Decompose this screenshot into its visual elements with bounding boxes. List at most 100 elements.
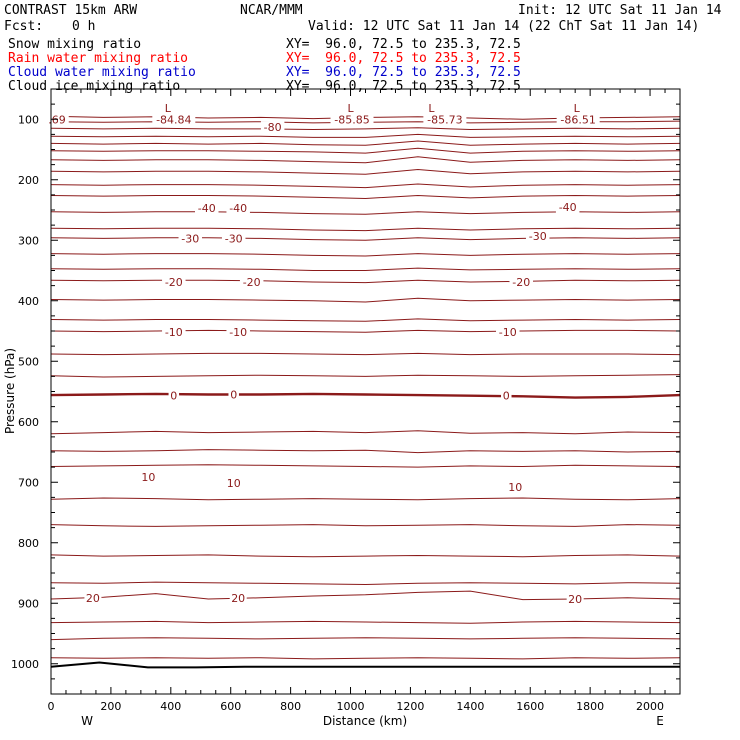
contour-label: -85.85: [334, 113, 369, 126]
contour-line: [50, 183, 681, 189]
contour-label-background: [152, 113, 196, 126]
x-tick-label: 800: [280, 700, 301, 713]
field-label-rain: Rain water mixing ratio: [8, 51, 189, 66]
field-label-cloud-water: Cloud water mixing ratio: [8, 65, 196, 80]
field-label-snow: Snow mixing ratio: [8, 37, 142, 52]
field-xy-cloud-water: XY= 96.0, 72.5 to 235.3, 72.5: [286, 65, 521, 80]
contour-label: -30: [181, 232, 199, 245]
x-tick-label: 0: [48, 700, 55, 713]
x-tick-label: 1400: [456, 700, 484, 713]
contour-label-background: [525, 230, 550, 243]
contour-label-background: [168, 389, 180, 402]
contour-label-background: [195, 202, 219, 215]
contour-label-background: [555, 200, 580, 213]
contour-label-background: [260, 121, 285, 134]
field-label-cloud-ice: Cloud ice mixing ratio: [8, 79, 181, 94]
contour-line: [50, 127, 681, 131]
x-tick-label: 1800: [576, 700, 604, 713]
contour-label-background: [566, 593, 584, 606]
contour-line: [50, 449, 681, 454]
contour-label-background: [84, 591, 102, 604]
y-tick-label: 400: [18, 295, 39, 308]
contour-line: [50, 464, 681, 468]
y-tick-label: 1000: [11, 658, 39, 671]
contour-label-background: [506, 481, 524, 494]
plot-frame: [50, 88, 681, 695]
contour-label: -30: [225, 232, 243, 245]
contour-line: [50, 194, 681, 200]
low-marker: L: [165, 102, 172, 115]
contour-label-background: [423, 113, 467, 126]
contour-label: -86.51: [560, 113, 595, 126]
contour-label: 20: [568, 593, 582, 606]
contour-label: -40: [559, 201, 577, 214]
contour-label: 0: [170, 390, 177, 403]
contour-label-background: [556, 113, 600, 126]
low-marker: L: [347, 102, 354, 115]
x-tick-label: 200: [100, 700, 121, 713]
contour-label-background: [226, 202, 250, 215]
x-tick-label: 600: [220, 700, 241, 713]
y-tick-label: 500: [18, 355, 39, 368]
contour-label: -84.84: [156, 113, 191, 126]
contour-line: [50, 524, 681, 527]
contour-line: [50, 497, 681, 501]
contour-label: 10: [508, 481, 522, 494]
contour-label: -20: [243, 276, 261, 289]
contour-label: -20: [512, 276, 530, 289]
x-tick-label: 1000: [337, 700, 365, 713]
contour-label-background: [509, 275, 534, 288]
y-tick-label: 900: [18, 597, 39, 610]
contour-line: [50, 168, 681, 175]
x-tick-label: 1600: [516, 700, 544, 713]
contour-label: -10: [165, 326, 183, 339]
contour-label: -40: [198, 202, 216, 215]
valid-time: Valid: 12 UTC Sat 11 Jan 14 (22 ChT Sat …: [308, 19, 700, 34]
contour-line: [50, 430, 681, 435]
x-tick-label: 1200: [396, 700, 424, 713]
contour-label-background: [139, 470, 157, 483]
contour-label: -85.73: [427, 113, 462, 126]
contour-label: -20: [165, 276, 183, 289]
contour-line: [50, 211, 681, 215]
y-tick-label: 800: [18, 537, 39, 550]
contour-label: -40: [229, 202, 247, 215]
x-axis: 0 200 400 600 800 1000 1200 1400 1600 1800 2000: [48, 89, 681, 713]
contour-line: [50, 329, 681, 333]
contour-label-background: [229, 591, 247, 604]
plot-title: CONTRAST 15km ARW: [4, 3, 138, 18]
contour-line: [50, 352, 681, 356]
field-xy-rain: XY= 96.0, 72.5 to 235.3, 72.5: [286, 51, 521, 66]
contour-line: [50, 237, 681, 241]
contour-label: 20: [86, 592, 100, 605]
contour-line: [50, 620, 681, 624]
contour-label: -10: [499, 326, 517, 339]
contour-line: [50, 374, 681, 378]
contour-label: 10: [141, 471, 155, 484]
contour-label: 20: [231, 592, 245, 605]
contour-line: [50, 140, 681, 146]
contour-label: 0: [503, 390, 510, 403]
contour-line: [50, 581, 681, 586]
contour-label-background: [496, 326, 520, 339]
y-tick-label: 100: [18, 113, 39, 126]
init-time: Init: 12 UTC Sat 11 Jan 14: [518, 3, 722, 18]
contour-label: -30: [529, 230, 547, 243]
contour-label-background: [228, 388, 239, 401]
contour-line: [50, 147, 681, 154]
contour-label: -80: [264, 121, 282, 134]
field-xy-cloud-ice: XY= 96.0, 72.5 to 235.3, 72.5: [286, 79, 521, 94]
low-marker: L: [428, 102, 435, 115]
east-end-label: E: [656, 714, 664, 728]
contour-line: [50, 267, 681, 271]
contour-label: -10: [229, 326, 247, 339]
contour-line: [50, 297, 681, 303]
contour-label-background: [239, 275, 264, 288]
terrain-surface: [50, 661, 680, 669]
y-axis-label: Pressure (hPa): [3, 348, 17, 434]
west-end-label: W: [81, 714, 93, 728]
contour-line: [50, 637, 681, 641]
contour-line: [50, 554, 681, 558]
contour-label-background: [178, 232, 203, 245]
